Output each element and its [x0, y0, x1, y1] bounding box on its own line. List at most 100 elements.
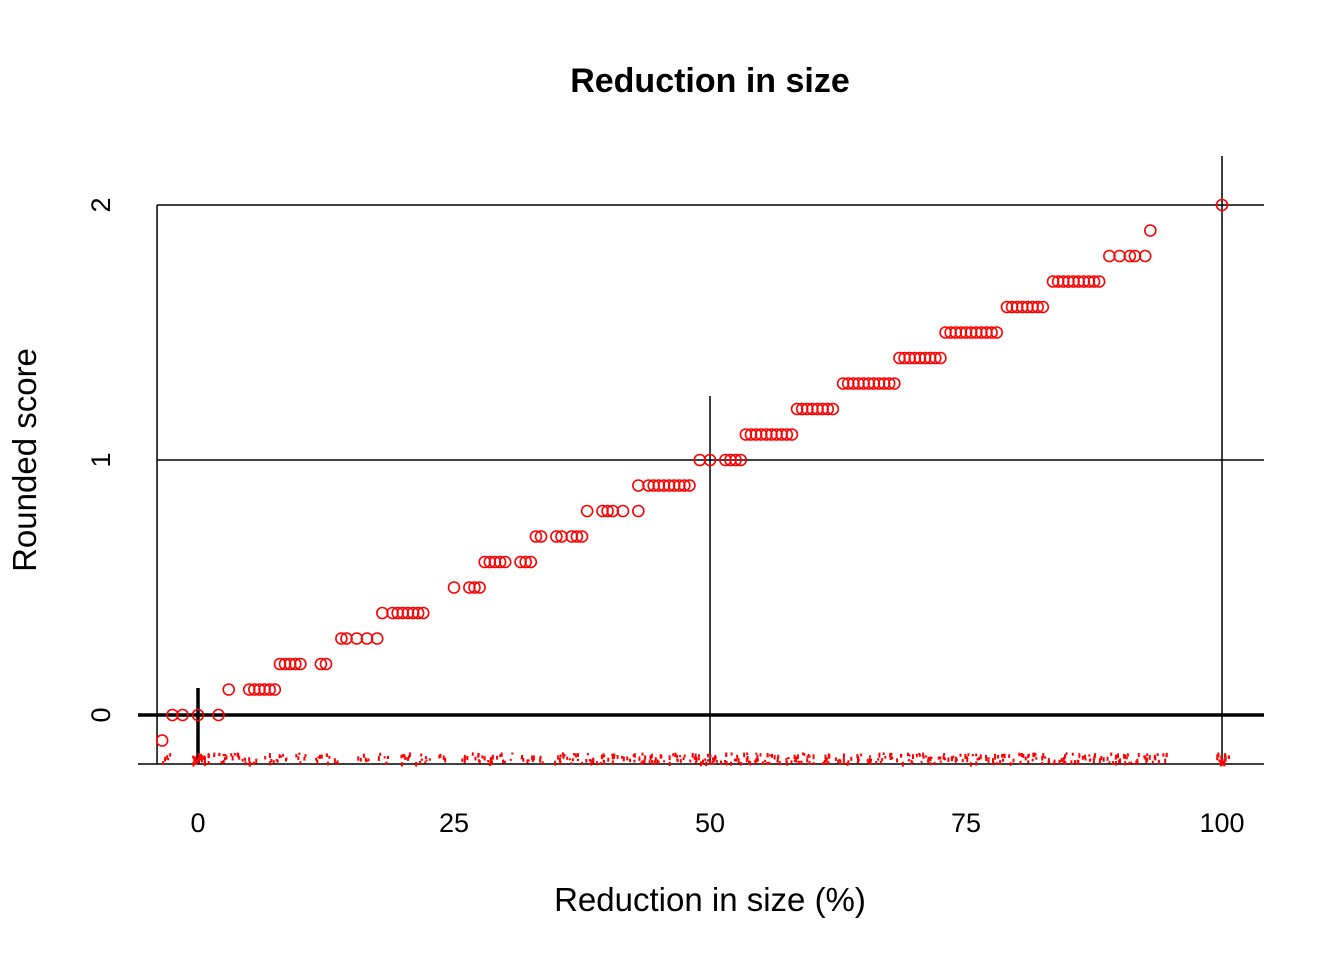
rug-mark — [915, 753, 918, 758]
rug-mark — [377, 756, 380, 761]
rug-mark — [966, 757, 969, 763]
rug-mark — [648, 760, 651, 764]
data-point — [263, 683, 276, 696]
rug-mark — [1126, 753, 1129, 757]
rug-mark — [1224, 759, 1227, 762]
data-point — [498, 555, 512, 569]
rug-mark — [200, 755, 203, 760]
rug-mark — [601, 754, 604, 759]
rug-mark — [918, 752, 921, 756]
rug-mark — [616, 755, 619, 759]
reference-lines — [138, 156, 1264, 765]
rug-mark — [766, 761, 769, 765]
chart-title: Reduction in size — [570, 62, 850, 100]
rug-mark — [1088, 759, 1091, 762]
rug-mark — [633, 759, 636, 763]
rug-mark — [730, 752, 733, 756]
rug-mark — [1130, 761, 1133, 764]
rug-mark — [656, 759, 659, 764]
rug-mark — [611, 754, 614, 760]
rug-mark — [531, 759, 534, 762]
rug-mark — [477, 753, 480, 757]
rug-mark — [561, 752, 564, 756]
rug-mark — [192, 761, 195, 765]
rug-mark — [164, 759, 167, 762]
rug-mark — [896, 758, 899, 763]
x-tick-label: 100 — [1199, 808, 1244, 838]
rug-mark — [1024, 756, 1027, 761]
rug-mark — [806, 755, 809, 759]
rug-mark — [278, 754, 281, 759]
x-axis-label: Reduction in size (%) — [554, 881, 866, 918]
rug-mark — [714, 754, 717, 760]
rug-mark — [487, 760, 490, 763]
rug-mark — [1146, 753, 1149, 756]
rug-mark — [850, 756, 853, 761]
rug-mark — [602, 753, 605, 756]
rug-mark — [1053, 759, 1056, 765]
data-point — [1036, 300, 1050, 314]
rug-mark — [1019, 760, 1022, 765]
data-point — [580, 504, 594, 518]
rug-mark — [199, 756, 202, 761]
rug-mark — [613, 755, 616, 759]
data-points — [155, 198, 1229, 747]
rug-mark — [824, 754, 827, 760]
data-point — [319, 657, 333, 671]
rug-mark — [408, 752, 411, 757]
rug-mark — [1146, 757, 1149, 762]
rug-mark — [404, 757, 407, 760]
rug-mark — [860, 753, 863, 757]
rug-mark — [878, 752, 881, 758]
rug-mark — [568, 758, 571, 761]
rug-mark — [768, 761, 771, 765]
y-axis-label: Rounded score — [6, 348, 43, 572]
rug-mark — [756, 758, 759, 762]
rug-mark — [889, 755, 892, 760]
rug-mark — [964, 753, 967, 759]
data-point — [447, 581, 461, 594]
rug-mark — [225, 755, 228, 760]
rug-mark — [400, 754, 403, 759]
rug-mark — [759, 753, 762, 757]
rug-mark — [481, 755, 484, 759]
rug-mark — [1027, 753, 1030, 758]
rug-mark — [812, 762, 815, 765]
rug-mark — [756, 754, 759, 760]
rug-mark — [786, 761, 789, 766]
rug-mark — [650, 753, 653, 759]
rug-mark — [922, 755, 925, 759]
rug-mark — [640, 761, 643, 765]
rug-mark — [842, 756, 845, 760]
data-point — [729, 453, 742, 467]
rug-mark — [203, 761, 206, 767]
rug-mark — [1117, 753, 1120, 759]
rug-mark — [641, 760, 644, 765]
rug-mark — [877, 758, 880, 761]
data-point — [734, 453, 748, 467]
rug-mark — [586, 753, 589, 756]
rug-mark — [761, 761, 764, 765]
rug-mark — [270, 758, 273, 763]
rug-mark — [406, 758, 409, 761]
rug-mark — [596, 761, 599, 766]
rug-mark — [869, 759, 872, 764]
rug-mark — [496, 755, 499, 760]
rug-mark — [933, 761, 936, 766]
data-point — [821, 402, 835, 416]
data-point — [632, 504, 645, 518]
rug-marks — [162, 752, 1230, 767]
data-point — [519, 555, 532, 569]
rug-mark — [800, 760, 803, 765]
rug-mark — [1093, 755, 1096, 760]
rug-mark — [318, 754, 321, 759]
data-point — [288, 657, 302, 671]
rug-mark — [425, 759, 428, 762]
rug-mark — [1094, 753, 1097, 758]
rug-mark — [651, 760, 654, 765]
rug-mark — [590, 761, 593, 766]
rug-mark — [725, 752, 728, 757]
rug-mark — [1033, 752, 1036, 758]
rug-mark — [856, 761, 859, 764]
rug-mark — [706, 753, 709, 758]
